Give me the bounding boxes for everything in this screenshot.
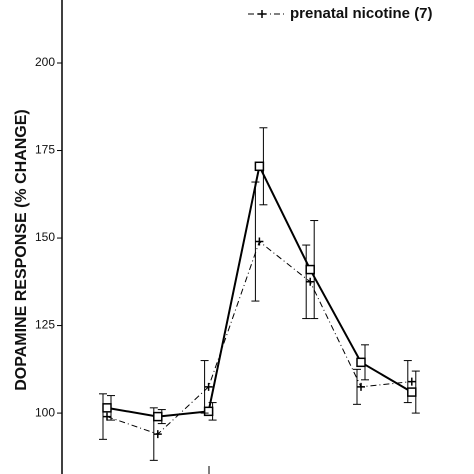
legend-marker (258, 10, 266, 18)
marker (204, 382, 213, 391)
marker (407, 387, 417, 397)
y-tick-label: 125 (35, 318, 55, 332)
marker (306, 277, 315, 286)
marker (305, 264, 315, 275)
y-tick-label: 150 (35, 230, 55, 244)
marker (153, 411, 163, 422)
y-axis-label: DOPAMINE RESPONSE (% CHANGE) (13, 109, 30, 391)
marker (407, 377, 416, 386)
y-tick-label: 175 (35, 143, 55, 157)
y-tick-label: 200 (35, 55, 55, 69)
legend-label: prenatal nicotine (7) (290, 5, 433, 22)
marker (203, 406, 214, 417)
y-tick-label: 100 (35, 405, 55, 419)
marker (357, 382, 365, 391)
series-line (106, 240, 412, 435)
marker (102, 403, 112, 413)
marker (153, 430, 162, 439)
series-line (106, 163, 413, 418)
marker (103, 412, 111, 421)
marker (356, 357, 366, 368)
marker (254, 161, 265, 172)
marker (255, 237, 264, 246)
